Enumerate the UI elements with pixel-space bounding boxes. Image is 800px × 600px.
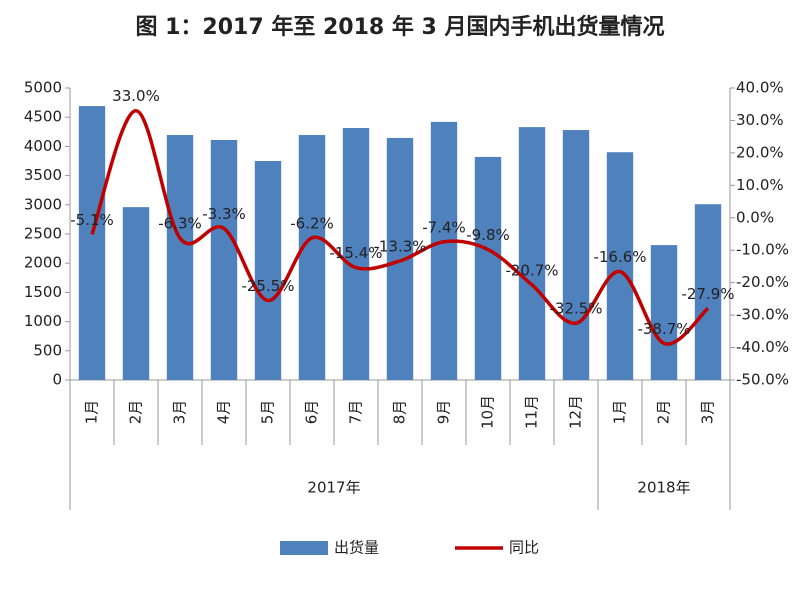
x-tick-label: 1月 xyxy=(611,400,629,425)
x-tick-label: 7月 xyxy=(347,400,365,425)
chart-title: 图 1：2017 年至 2018 年 3 月国内手机出货量情况 xyxy=(135,14,664,40)
data-label: -38.7% xyxy=(637,320,690,338)
data-label: -6.3% xyxy=(158,215,202,233)
y-tick-label: 500 xyxy=(33,341,62,359)
x-tick-label: 2月 xyxy=(127,400,145,425)
bar xyxy=(166,135,194,380)
y2-tick-label: -40.0% xyxy=(736,338,789,356)
y-tick-label: 3500 xyxy=(24,166,62,184)
bar xyxy=(210,139,238,380)
y2-tick-label: 20.0% xyxy=(736,143,784,161)
bar xyxy=(298,135,326,380)
data-label: -5.1% xyxy=(70,211,114,229)
y-tick-label: 0 xyxy=(52,371,62,389)
x-tick-label: 12月 xyxy=(567,395,585,429)
bar xyxy=(606,152,634,380)
bar xyxy=(474,156,502,380)
x-tick-label: 11月 xyxy=(523,395,541,429)
bar xyxy=(562,130,590,380)
x-tick-label: 4月 xyxy=(215,400,233,425)
data-label: -13.3% xyxy=(373,237,426,255)
x-group-label: 2017年 xyxy=(307,479,360,497)
data-label: -32.5% xyxy=(549,300,602,318)
legend-label: 出货量 xyxy=(334,539,379,557)
y2-tick-label: 0.0% xyxy=(736,208,774,226)
y-tick-label: 2500 xyxy=(24,225,62,243)
data-label: -15.4% xyxy=(329,244,382,262)
y2-tick-label: -10.0% xyxy=(736,241,789,259)
y-tick-label: 4500 xyxy=(24,108,62,126)
legend-label: 同比 xyxy=(509,539,539,557)
y-tick-label: 5000 xyxy=(24,79,62,97)
x-tick-label: 8月 xyxy=(391,400,409,425)
data-label: 33.0% xyxy=(112,87,160,105)
data-label: -16.6% xyxy=(593,248,646,266)
x-tick-label: 3月 xyxy=(171,400,189,425)
y-tick-label: 3000 xyxy=(24,195,62,213)
x-tick-label: 6月 xyxy=(303,400,321,425)
legend-swatch xyxy=(280,541,328,555)
x-tick-label: 9月 xyxy=(435,400,453,425)
y2-tick-label: -20.0% xyxy=(736,273,789,291)
y2-tick-label: 10.0% xyxy=(736,176,784,194)
bar xyxy=(254,161,282,380)
x-tick-label: 1月 xyxy=(83,400,101,425)
x-tick-label: 5月 xyxy=(259,400,277,425)
x-tick-label: 3月 xyxy=(699,400,717,425)
data-label: -6.2% xyxy=(290,214,334,232)
y2-tick-label: 30.0% xyxy=(736,111,784,129)
line xyxy=(90,108,710,346)
bar xyxy=(78,106,106,380)
x-group-label: 2018年 xyxy=(637,479,690,497)
y-tick-label: 2000 xyxy=(24,254,62,272)
y2-tick-label: -50.0% xyxy=(736,371,789,389)
data-label: -7.4% xyxy=(422,218,466,236)
bar xyxy=(650,245,678,380)
x-tick-label: 10月 xyxy=(479,395,497,429)
bar xyxy=(122,207,150,380)
bar xyxy=(430,121,458,380)
y2-tick-label: 40.0% xyxy=(736,79,784,97)
y-tick-label: 4000 xyxy=(24,137,62,155)
data-label: -3.3% xyxy=(202,205,246,223)
y-tick-label: 1500 xyxy=(24,283,62,301)
data-label: -9.8% xyxy=(466,226,510,244)
y2-tick-label: -30.0% xyxy=(736,306,789,324)
data-label: -20.7% xyxy=(505,261,558,279)
bar xyxy=(694,204,722,380)
data-label: -25.5% xyxy=(241,277,294,295)
x-tick-label: 2月 xyxy=(655,400,673,425)
data-label: -27.9% xyxy=(681,285,734,303)
bar xyxy=(342,128,370,380)
y-tick-label: 1000 xyxy=(24,312,62,330)
bar xyxy=(518,127,546,381)
